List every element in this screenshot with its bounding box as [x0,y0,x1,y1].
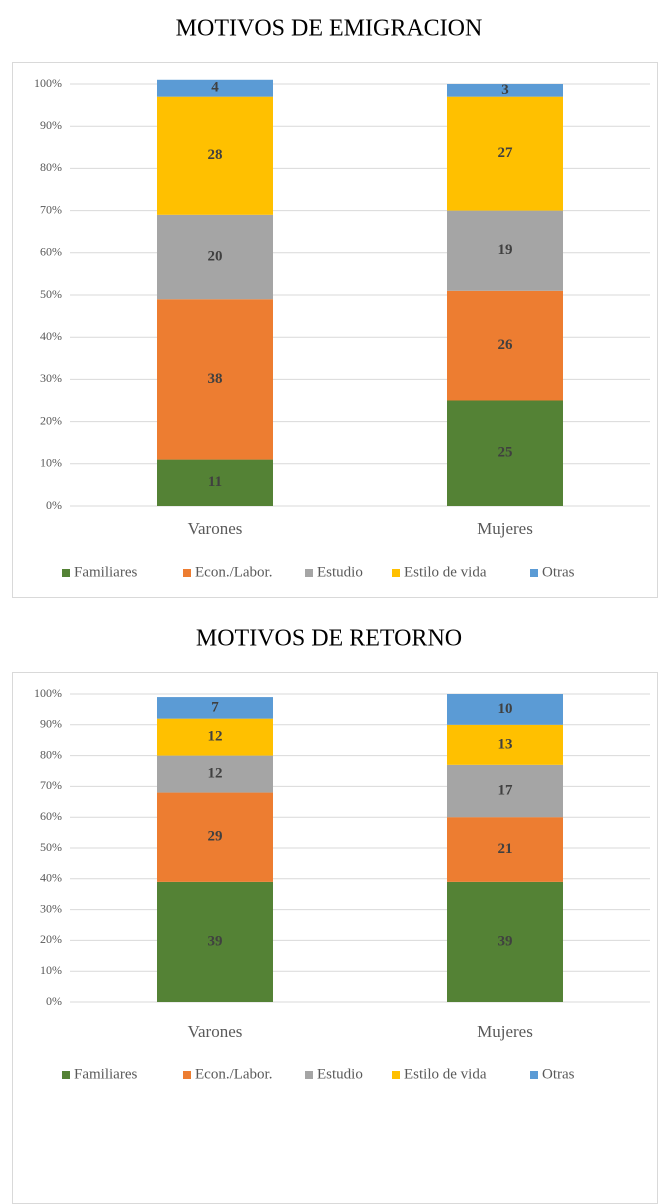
chart-title: MOTIVOS DE RETORNO [196,626,462,652]
y-tick-label: 90% [40,118,62,132]
y-tick-label: 50% [40,840,62,854]
x-tick-label: Varones [188,1022,243,1041]
bar-segment [157,755,273,793]
data-label: 28 [208,147,223,163]
bar-segment [157,79,273,97]
data-label: 27 [498,145,514,161]
y-tick-label: 30% [40,901,62,915]
data-label: 38 [208,371,223,387]
y-tick-label: 0% [46,994,62,1008]
data-label: 3 [501,82,509,98]
data-label: 26 [498,337,514,353]
data-label: 12 [208,766,223,782]
data-label: 39 [498,933,513,949]
bar-segment [447,724,563,765]
data-label: 29 [208,829,223,845]
bar-segment [157,697,273,719]
data-label: 19 [498,242,513,258]
y-tick-label: 10% [40,963,62,977]
bar-segment [447,400,563,506]
bar-segment [157,881,273,1002]
x-tick-label: Mujeres [477,1022,533,1041]
y-tick-label: 30% [40,371,62,385]
legend-swatch [392,1071,400,1079]
bar-segment [157,214,273,300]
legend-swatch [62,569,70,577]
chart-title: MOTIVOS DE EMIGRACION [176,16,483,42]
legend-label: Familiares [74,564,137,580]
legend-label: Econ./Labor. [195,564,272,580]
data-label: 25 [498,445,513,461]
legend-label: Estudio [317,564,363,580]
y-tick-label: 80% [40,160,62,174]
y-tick-label: 40% [40,871,62,885]
bar-segment [157,792,273,882]
y-tick-label: 20% [40,413,62,427]
x-tick-label: Mujeres [477,519,533,538]
y-tick-label: 100% [34,76,62,90]
y-tick-label: 60% [40,245,62,259]
bar-segment [447,96,563,211]
data-label: 17 [498,782,514,798]
bar-segment [447,764,563,818]
y-tick-label: 80% [40,747,62,761]
y-tick-label: 20% [40,932,62,946]
legend-label: Econ./Labor. [195,1066,272,1082]
y-tick-label: 10% [40,456,62,470]
y-tick-label: 40% [40,329,62,343]
y-tick-label: 90% [40,717,62,731]
y-tick-label: 70% [40,202,62,216]
x-tick-label: Varones [188,519,243,538]
bar-segment [157,299,273,460]
legend-label: Estudio [317,1066,363,1082]
data-label: 11 [208,474,222,490]
y-tick-label: 0% [46,498,62,512]
legend-swatch [62,1071,70,1079]
data-label: 12 [208,729,223,745]
bar-segment [447,817,563,882]
y-tick-label: 50% [40,287,62,301]
y-tick-label: 60% [40,809,62,823]
bar-segment [447,694,563,725]
legend-label: Familiares [74,1066,137,1082]
bar-segment [447,84,563,97]
bar-segment [157,718,273,756]
legend-swatch [530,569,538,577]
legend-label: Otras [542,1066,575,1082]
y-tick-label: 70% [40,778,62,792]
bar-segment [447,290,563,401]
data-label: 21 [498,841,513,857]
legend-swatch [183,1071,191,1079]
legend-swatch [392,569,400,577]
data-label: 7 [211,699,219,715]
data-label: 20 [208,248,223,264]
legend-swatch [530,1071,538,1079]
legend-swatch [305,1071,313,1079]
bar-segment [157,459,273,506]
legend-swatch [183,569,191,577]
legend-label: Estilo de vida [404,1066,487,1082]
legend-label: Estilo de vida [404,564,487,580]
data-label: 39 [208,933,223,949]
bar-segment [447,210,563,291]
data-label: 4 [211,80,219,96]
bar-segment [157,96,273,215]
legend-swatch [305,569,313,577]
data-label: 13 [498,736,513,752]
legend-label: Otras [542,564,575,580]
data-label: 10 [498,701,513,717]
bar-segment [447,881,563,1002]
y-tick-label: 100% [34,686,62,700]
chart-frame [12,62,658,598]
